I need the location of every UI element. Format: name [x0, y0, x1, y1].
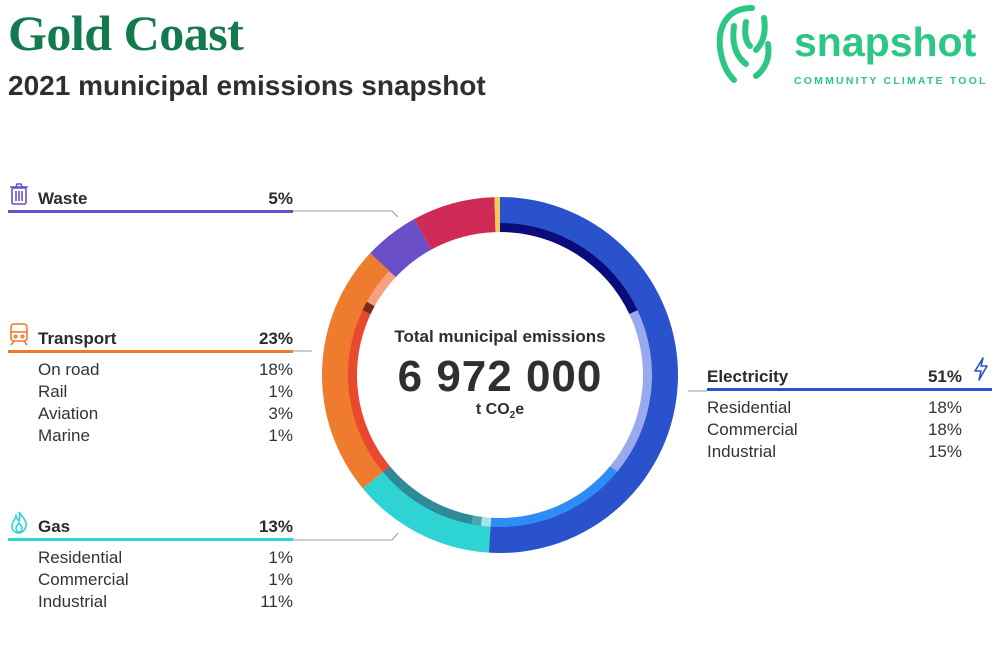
- list-item: Residential 1%: [38, 548, 293, 567]
- waste-leader-line: [293, 210, 399, 218]
- transport-underline: [8, 350, 293, 353]
- outer-slice-other-2: [494, 197, 500, 226]
- inner-slice-transport-on-road: [348, 310, 390, 472]
- electricity-underline: [707, 388, 992, 391]
- gas-legend: Gas 13%: [8, 511, 293, 541]
- inner-slice-electricity-residential: [500, 223, 638, 315]
- lightning-icon: [974, 357, 988, 381]
- inner-slice-other: [426, 223, 496, 250]
- page-subtitle: 2021 municipal emissions snapshot: [8, 70, 486, 101]
- total-value: 6 972 000: [397, 352, 603, 401]
- inner-slice-other-2: [495, 223, 500, 233]
- trash-bin-icon: [10, 183, 28, 205]
- electricity-breakdown: Residential 18% Commercial 18% Industrial 1…: [707, 398, 962, 464]
- inner-slice-transport-rail: [362, 301, 375, 315]
- gas-underline: [8, 538, 293, 541]
- gas-pct: 13%: [258, 517, 293, 536]
- gas-name: Gas: [38, 517, 71, 536]
- electricity-name: Electricity: [707, 367, 789, 386]
- transport-breakdown: On road 18% Rail 1% Aviation 3% Marine 1%: [38, 360, 293, 448]
- outer-slice-electricity: [488, 197, 679, 553]
- outer-slice-gas: [362, 470, 491, 553]
- list-item: Commercial 18%: [707, 420, 962, 439]
- inner-slice-transport-marine: [382, 270, 396, 284]
- transport-pct: 23%: [258, 329, 293, 348]
- train-icon: [10, 323, 28, 346]
- list-item: Aviation 3%: [38, 404, 293, 423]
- transport-name: Transport: [38, 329, 117, 348]
- inner-slice-gas-industrial: [382, 466, 474, 525]
- waste-legend: Waste 5%: [8, 183, 293, 213]
- list-item: Industrial 15%: [707, 442, 962, 461]
- inner-slice-electricity-commercial: [610, 310, 652, 472]
- list-item: Residential 18%: [707, 398, 962, 417]
- list-item: On road 18%: [38, 360, 293, 379]
- logo-wordmark: snapshot: [794, 19, 977, 65]
- total-label: Total municipal emissions: [394, 327, 606, 346]
- total-unit: t CO2e: [475, 401, 525, 422]
- fingerprint-logo-icon: [716, 5, 772, 83]
- donut-center: Total municipal emissions 6 972 000 t CO…: [360, 327, 640, 421]
- list-item: Marine 1%: [38, 426, 293, 445]
- inner-slice-transport-aviation: [366, 278, 390, 307]
- outer-slice-transport: [322, 253, 391, 489]
- inner-slice-gas-residential: [480, 516, 492, 527]
- waste-underline: [8, 210, 293, 213]
- electricity-pct: 51%: [927, 367, 962, 386]
- inner-slice-gas-commercial: [471, 515, 483, 526]
- list-item: Commercial 1%: [38, 570, 293, 589]
- outer-slice-other: [414, 197, 496, 244]
- list-item: Industrial 11%: [38, 592, 293, 611]
- flame-icon: [11, 511, 27, 534]
- inner-slice-electricity-industrial: [490, 466, 618, 528]
- snapshot-logo: snapshot COMMUNITY CLIMATE TOOL: [712, 0, 1000, 90]
- transport-legend: Transport 23%: [8, 323, 293, 353]
- waste-name: Waste: [38, 189, 88, 208]
- waste-pct: 5%: [268, 189, 293, 208]
- gas-breakdown: Residential 1% Commercial 1% Industrial 11%: [38, 548, 293, 614]
- gas-leader-line: [293, 532, 399, 541]
- outer-slice-waste: [370, 219, 428, 273]
- page-title: Gold Coast: [8, 5, 244, 61]
- logo-tagline: COMMUNITY CLIMATE TOOL: [794, 75, 988, 87]
- list-item: Rail 1%: [38, 382, 293, 401]
- electricity-legend: Electricity 51%: [707, 357, 992, 391]
- inner-slice-waste: [389, 241, 432, 278]
